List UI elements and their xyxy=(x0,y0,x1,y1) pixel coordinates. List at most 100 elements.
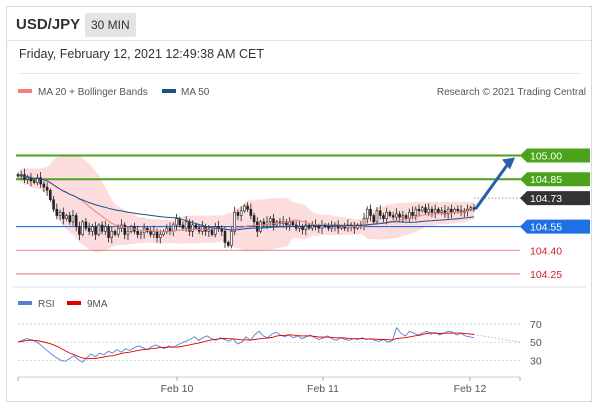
candle-body xyxy=(146,227,149,232)
candle-body xyxy=(317,226,321,229)
x-axis: Feb 10 Feb 11 Feb 12 xyxy=(17,376,521,395)
candle-body xyxy=(113,231,117,235)
x-tick-label: Feb 10 xyxy=(161,383,194,395)
candle-body xyxy=(430,208,434,213)
candle-body xyxy=(68,215,72,223)
candle-body xyxy=(307,224,311,229)
candle-body xyxy=(62,212,65,219)
ma20-legend-swatch xyxy=(18,89,32,93)
rsi-legend-swatch xyxy=(18,301,32,305)
candle-body xyxy=(311,224,314,229)
candle-body xyxy=(424,207,427,213)
candle-body xyxy=(456,208,460,212)
level-label-104.25: 104.25 xyxy=(530,269,562,281)
candle-body xyxy=(249,208,253,216)
candle-body xyxy=(26,177,29,180)
candle-body xyxy=(168,227,172,232)
candle-body xyxy=(139,232,143,235)
candle-body xyxy=(372,215,376,223)
timeframe-badge[interactable]: 30 MIN xyxy=(85,13,136,37)
candle-body xyxy=(378,210,382,216)
candle-body xyxy=(32,180,36,183)
candle-body xyxy=(327,226,330,229)
candle-body xyxy=(107,226,110,238)
ma20-legend-label: MA 20 + Bollinger Bands xyxy=(38,87,148,98)
candle-body xyxy=(404,215,408,219)
level-label-104.73: 104.73 xyxy=(530,193,562,205)
candle-body xyxy=(149,231,152,235)
candle-body xyxy=(395,213,398,218)
candle-body xyxy=(443,210,447,215)
candle-body xyxy=(340,226,343,229)
research-credit: Research © 2021 Trading Central xyxy=(437,87,586,98)
trend-arrow xyxy=(474,157,515,210)
candle-body xyxy=(123,224,126,235)
candle-body xyxy=(71,215,75,223)
candle-body xyxy=(39,177,42,185)
arrow-shaft xyxy=(474,161,511,210)
header-divider xyxy=(19,73,581,74)
level-tag-105.00 xyxy=(520,148,590,163)
candle-body xyxy=(304,224,308,231)
chart-datetime: Friday, February 12, 2021 12:49:38 AM CE… xyxy=(19,47,265,61)
symbol-title: USD/JPY xyxy=(16,16,81,33)
candle-body xyxy=(252,215,256,223)
candle-body xyxy=(49,189,52,201)
candle-body xyxy=(366,208,369,219)
candle-body xyxy=(385,212,388,219)
rsi-legend-label: RSI xyxy=(38,299,55,310)
candle-body xyxy=(272,218,275,226)
ma9-legend-swatch xyxy=(67,301,81,305)
candle-body xyxy=(159,234,162,238)
level-labels: 105.00 104.85 104.73 104.55 104.40 104.25 xyxy=(520,148,590,281)
candle-body xyxy=(246,205,249,210)
candle-body xyxy=(291,221,295,226)
candle-body xyxy=(165,227,169,232)
rsi-panel: 30 50 70 xyxy=(17,319,542,367)
level-label-104.40: 104.40 xyxy=(530,245,562,257)
level-label-104.55: 104.55 xyxy=(530,222,562,234)
ma50-legend-swatch xyxy=(162,89,176,93)
candle-body xyxy=(288,221,291,226)
candle-body xyxy=(450,208,453,213)
candle-body xyxy=(226,242,230,246)
arrow-head xyxy=(502,157,515,170)
rsi-line xyxy=(17,326,475,363)
candle-body xyxy=(420,207,424,212)
candle-body xyxy=(84,221,88,229)
candle-body xyxy=(230,231,233,246)
candle-body xyxy=(110,231,114,238)
candle-body xyxy=(391,215,395,218)
rsi-tick-70: 70 xyxy=(530,319,542,331)
candle-body xyxy=(42,183,46,188)
candle-body xyxy=(414,208,418,216)
candle-body xyxy=(440,210,443,213)
candle-body xyxy=(382,215,385,219)
candle-body xyxy=(55,208,59,216)
rsi-projection xyxy=(473,334,521,343)
candle-body xyxy=(136,231,139,235)
candle-body xyxy=(214,226,217,235)
candle-body xyxy=(45,186,49,191)
candle-body xyxy=(398,213,401,218)
candle-body xyxy=(437,208,440,213)
x-tick-label: Feb 11 xyxy=(307,383,339,395)
candle-body xyxy=(97,224,101,235)
chart-header: USD/JPY 30 MIN xyxy=(7,7,591,41)
candle-body xyxy=(178,218,181,226)
candle-body xyxy=(411,212,414,216)
candle-body xyxy=(100,224,104,232)
candle-body xyxy=(104,226,107,232)
candle-body xyxy=(184,221,188,229)
candle-body xyxy=(171,224,175,232)
candle-body xyxy=(207,229,211,232)
candle-body xyxy=(87,227,91,232)
candle-body xyxy=(74,215,78,227)
candle-body xyxy=(65,215,68,219)
rsi-ma9-line xyxy=(17,332,475,360)
level-tag-104.85 xyxy=(520,172,590,187)
ma50-line xyxy=(17,174,475,231)
candle-body xyxy=(236,212,240,216)
ma20-line xyxy=(17,174,475,233)
